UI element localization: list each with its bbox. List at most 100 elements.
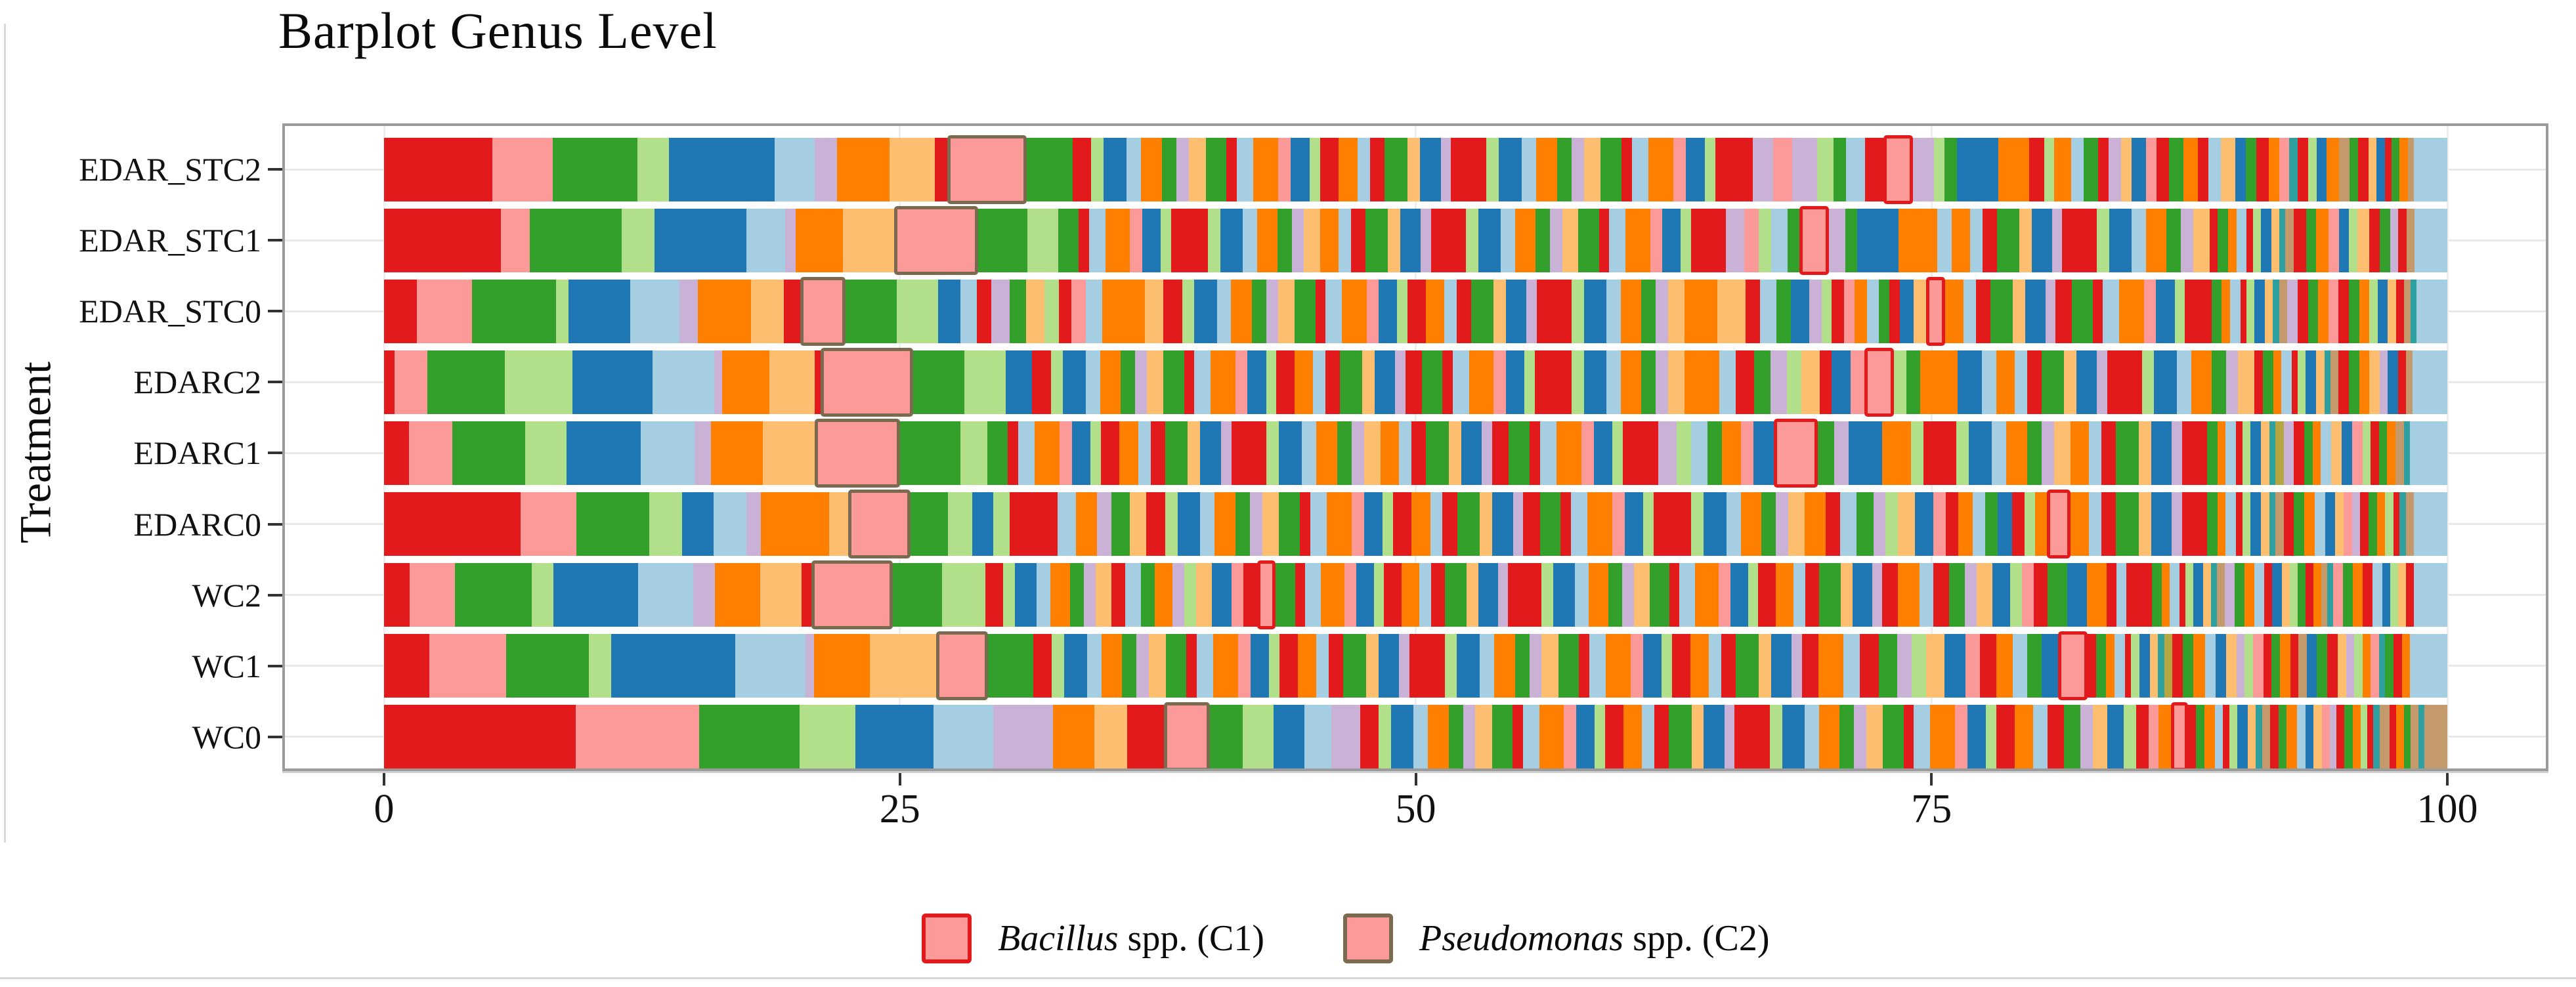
bar-segment [2399, 137, 2408, 201]
bar-segment [1805, 705, 1820, 769]
bar-segment [2410, 279, 2416, 343]
bar-segment [2048, 705, 2065, 769]
bar-segment [2272, 563, 2282, 627]
bar-segment [1575, 563, 1589, 627]
bar-segment [1170, 208, 1190, 272]
bar-segment [2205, 634, 2216, 698]
bar-segment [1050, 563, 1070, 627]
bar-segment [1200, 421, 1221, 485]
bar-segment [2398, 563, 2406, 627]
bar-segment [1625, 492, 1644, 556]
bar-segment [2025, 279, 2046, 343]
bar-segment [1451, 137, 1468, 201]
bar-segment [2146, 208, 2167, 272]
bar-segment [1409, 634, 1427, 698]
bar-segment [2156, 279, 2175, 343]
bar-segment [2393, 634, 2402, 698]
bar-segment [1996, 350, 2015, 414]
bar-segment [2369, 208, 2380, 272]
bar-segment [1722, 421, 1741, 485]
bar-segment [1301, 421, 1317, 485]
bar-segment [2312, 421, 2321, 485]
bar-segment [1979, 634, 1997, 698]
bar-segment [2083, 137, 2098, 201]
bar-segment [1101, 421, 1120, 485]
bar-segment [2097, 208, 2110, 272]
bar-segment [1397, 279, 1408, 343]
bacillus-c1-swatch [922, 914, 972, 963]
bar-segment [1536, 137, 1557, 201]
bar-segment [2131, 634, 2139, 698]
bar-segment [2246, 279, 2255, 343]
bar-segment [1846, 137, 1865, 201]
bar-segment [2078, 208, 2097, 272]
bar-segment [2385, 634, 2394, 698]
bar-segment [1671, 634, 1691, 698]
bar-segment [2172, 634, 2183, 698]
x-tick-mark [1414, 771, 1417, 786]
bar-segment [2168, 137, 2183, 201]
bar-segment [2197, 137, 2208, 201]
bar-segment [1088, 208, 1106, 272]
bar-segment [2369, 279, 2378, 343]
bar-segment [2306, 208, 2317, 272]
bar-segment [760, 563, 802, 627]
bar-segment [1893, 350, 1906, 414]
bar-row-EDARC0 [384, 490, 2447, 558]
bar-segment [2328, 279, 2339, 343]
bar-segment [2149, 634, 2158, 698]
bar-segment [1125, 563, 1141, 627]
bar-segment [1817, 421, 1835, 485]
bar-segment [529, 208, 622, 272]
bar-segment [2398, 208, 2407, 272]
bar-segment [1571, 279, 1584, 343]
bar-segment [1937, 421, 1957, 485]
bar-segment [1448, 705, 1463, 769]
bar-segment [1553, 563, 1575, 627]
bar-segment [2225, 492, 2237, 556]
bar-segment [1205, 137, 1227, 201]
bar-segment [2314, 492, 2325, 556]
bar-segment [2172, 492, 2183, 556]
bar-segment [2236, 208, 2247, 272]
bar-segment [722, 350, 770, 414]
bar-segment [1147, 350, 1164, 414]
bar-segment [2089, 421, 2102, 485]
highlighted-segment-c2 [935, 631, 988, 701]
bar-segment [1457, 634, 1480, 698]
bar-segment [697, 279, 752, 343]
bar-segment [1091, 137, 1104, 201]
legend-label-rest: spp. (C1) [1118, 918, 1264, 959]
bar-segment [1127, 137, 1142, 201]
bar-segment [1447, 208, 1466, 272]
bar-segment [1220, 208, 1243, 272]
bar-segment [897, 279, 938, 343]
bar-segment [2405, 492, 2415, 556]
bar-segment [1667, 350, 1685, 414]
bar-segment [1719, 350, 1736, 414]
bar-segment [1315, 279, 1326, 343]
bar-segment [1426, 279, 1445, 343]
bar-segment [1196, 563, 1212, 627]
bar-segment [2377, 279, 2388, 343]
bar-segment [2093, 705, 2107, 769]
bar-segment [2291, 350, 2298, 414]
bar-segment [1857, 492, 1874, 556]
bar-segment [2344, 705, 2353, 769]
bar-segment [1770, 350, 1787, 414]
bar-segment [1374, 563, 1384, 627]
bar-segment [1684, 279, 1717, 343]
bar-segment [2348, 279, 2359, 343]
bar-segment [2410, 634, 2447, 698]
bar-row-EDARC1 [384, 418, 2447, 488]
bar-segment [1571, 492, 1588, 556]
bar-segment [455, 563, 532, 627]
bar-segment [746, 208, 786, 272]
bar-segment [2064, 705, 2081, 769]
bar-segment [1526, 279, 1537, 343]
bar-segment [2390, 705, 2396, 769]
bar-segment [1816, 137, 1834, 201]
bar-segment [1207, 208, 1220, 272]
bar-segment [576, 492, 649, 556]
bar-segment [2371, 634, 2379, 698]
